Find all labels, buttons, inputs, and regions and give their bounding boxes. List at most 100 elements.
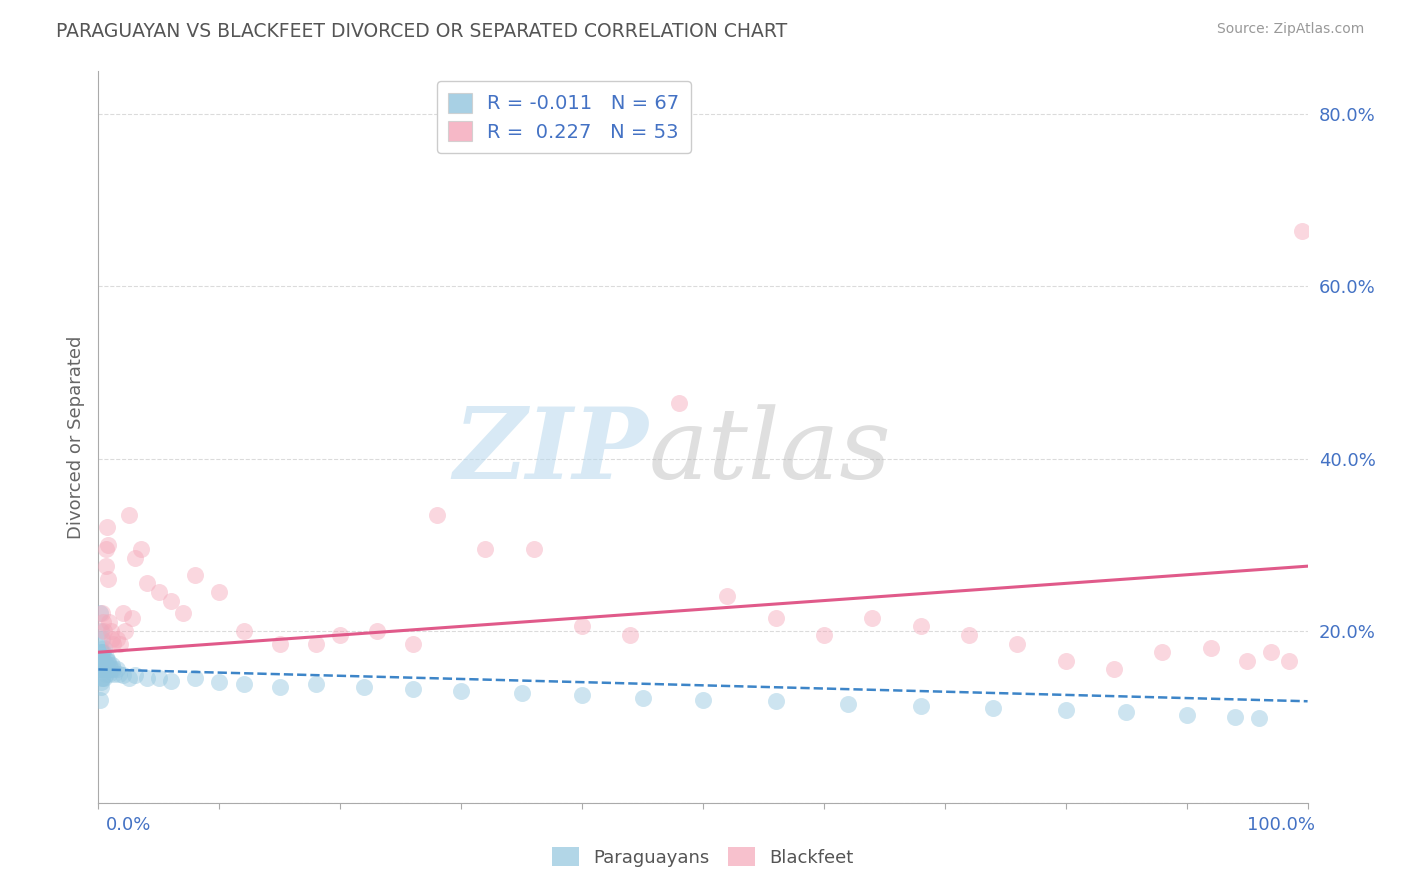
Point xyxy=(93,671,115,685)
Point xyxy=(96,654,118,668)
Point xyxy=(129,541,152,556)
Point xyxy=(94,666,117,681)
Point xyxy=(89,692,111,706)
Point xyxy=(89,654,111,668)
Point xyxy=(94,649,117,664)
Point xyxy=(90,680,112,694)
Point xyxy=(148,585,170,599)
Point xyxy=(91,632,114,647)
Point xyxy=(97,662,120,676)
Point xyxy=(90,654,112,668)
Point xyxy=(1007,637,1029,651)
Point xyxy=(97,538,120,552)
Point xyxy=(402,637,425,651)
Point xyxy=(184,671,207,685)
Point xyxy=(160,593,183,607)
Point xyxy=(91,654,114,668)
Point xyxy=(89,607,111,621)
Point xyxy=(135,671,157,685)
Point xyxy=(108,666,131,681)
Point xyxy=(91,662,114,676)
Point xyxy=(765,694,787,708)
Point xyxy=(329,628,352,642)
Point xyxy=(91,607,114,621)
Point xyxy=(91,645,114,659)
Point xyxy=(571,688,593,702)
Point xyxy=(100,658,122,673)
Point xyxy=(957,628,980,642)
Point xyxy=(101,662,124,676)
Point xyxy=(1054,703,1077,717)
Point xyxy=(108,637,131,651)
Point xyxy=(114,624,136,638)
Point xyxy=(1054,654,1077,668)
Point xyxy=(100,632,122,647)
Text: Source: ZipAtlas.com: Source: ZipAtlas.com xyxy=(1216,22,1364,37)
Point xyxy=(269,637,291,651)
Point xyxy=(90,675,112,690)
Point xyxy=(1102,662,1125,676)
Point xyxy=(172,607,194,621)
Point xyxy=(510,686,533,700)
Point xyxy=(1175,708,1198,723)
Point xyxy=(1278,654,1301,668)
Point xyxy=(118,671,141,685)
Point xyxy=(402,682,425,697)
Point xyxy=(90,624,112,638)
Legend: Paraguayans, Blackfeet: Paraguayans, Blackfeet xyxy=(546,840,860,874)
Point xyxy=(1291,223,1313,237)
Point xyxy=(89,640,111,655)
Y-axis label: Divorced or Separated: Divorced or Separated xyxy=(66,335,84,539)
Point xyxy=(89,662,111,676)
Point xyxy=(98,658,121,673)
Point xyxy=(765,611,787,625)
Point xyxy=(100,624,122,638)
Point xyxy=(450,684,472,698)
Point xyxy=(232,624,254,638)
Point xyxy=(910,699,932,714)
Point xyxy=(105,632,128,647)
Point xyxy=(111,607,134,621)
Point xyxy=(98,666,121,681)
Point xyxy=(118,508,141,522)
Point xyxy=(91,645,114,659)
Point xyxy=(426,508,449,522)
Point xyxy=(91,662,114,676)
Point xyxy=(1115,706,1137,720)
Point xyxy=(90,662,112,676)
Point xyxy=(124,550,146,565)
Point xyxy=(91,671,114,685)
Text: 100.0%: 100.0% xyxy=(1247,816,1315,834)
Point xyxy=(860,611,883,625)
Point xyxy=(93,640,115,655)
Point xyxy=(93,662,115,676)
Point xyxy=(813,628,835,642)
Point xyxy=(111,668,134,682)
Point xyxy=(716,589,738,603)
Point xyxy=(232,677,254,691)
Point xyxy=(305,677,328,691)
Point xyxy=(208,585,231,599)
Point xyxy=(837,697,859,711)
Point xyxy=(353,680,375,694)
Point xyxy=(631,690,654,705)
Point xyxy=(668,395,690,409)
Point xyxy=(366,624,388,638)
Point xyxy=(981,701,1004,715)
Point xyxy=(94,559,117,574)
Point xyxy=(97,654,120,668)
Point xyxy=(101,637,124,651)
Point xyxy=(1260,645,1282,659)
Point xyxy=(160,673,183,688)
Point xyxy=(269,680,291,694)
Point xyxy=(1199,640,1222,655)
Point xyxy=(692,692,714,706)
Point xyxy=(208,675,231,690)
Point xyxy=(184,567,207,582)
Legend: R = -0.011   N = 67, R =  0.227   N = 53: R = -0.011 N = 67, R = 0.227 N = 53 xyxy=(437,81,692,153)
Point xyxy=(94,541,117,556)
Point xyxy=(1223,710,1246,724)
Point xyxy=(124,668,146,682)
Point xyxy=(98,615,121,629)
Text: PARAGUAYAN VS BLACKFEET DIVORCED OR SEPARATED CORRELATION CHART: PARAGUAYAN VS BLACKFEET DIVORCED OR SEPA… xyxy=(56,22,787,41)
